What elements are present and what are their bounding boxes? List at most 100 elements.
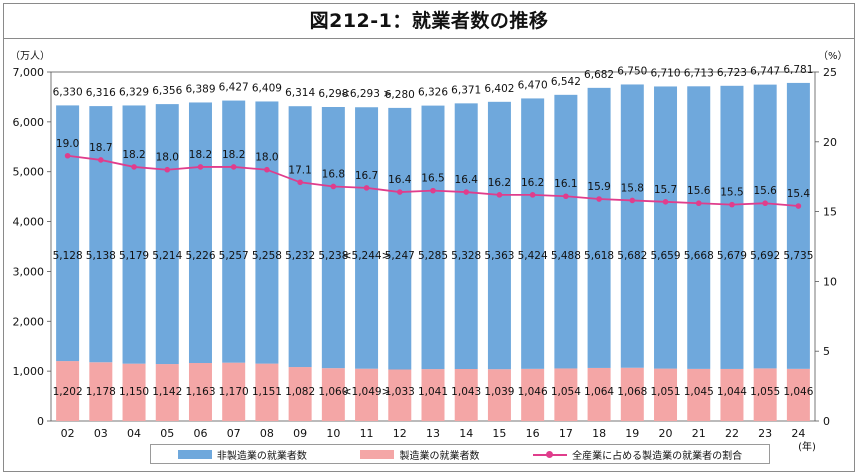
y-left-tick-label: 0 bbox=[37, 415, 44, 428]
bar-manufacturing bbox=[321, 368, 345, 421]
total-label: 6,389 bbox=[185, 83, 215, 95]
bar-non-manufacturing bbox=[620, 84, 644, 368]
x-tick-label: 05 bbox=[160, 427, 174, 440]
bar-non-manufacturing bbox=[487, 101, 511, 370]
x-tick-label: 10 bbox=[326, 427, 340, 440]
share-label: 15.6 bbox=[753, 185, 777, 197]
legend-item-share: 全産業に占める製造業の就業者の割合 bbox=[533, 447, 742, 462]
x-tick-label: 09 bbox=[293, 427, 307, 440]
share-label: 16.4 bbox=[455, 174, 479, 186]
share-label: 15.6 bbox=[687, 185, 711, 197]
x-tick-label: 15 bbox=[492, 427, 506, 440]
share-label: 15.5 bbox=[720, 187, 743, 199]
share-point bbox=[463, 189, 470, 195]
total-label: 6,298 bbox=[318, 88, 348, 100]
y-left-tick-label: 7,000 bbox=[13, 66, 45, 79]
y-right-tick-label: 15 bbox=[823, 206, 837, 219]
share-point bbox=[264, 166, 270, 173]
bar-manufacturing bbox=[654, 368, 678, 421]
total-label: 6,326 bbox=[418, 87, 448, 99]
share-point bbox=[629, 197, 636, 204]
manufacturing-label: 1,064 bbox=[584, 386, 614, 398]
legend-swatch-non-manufacturing bbox=[177, 449, 212, 459]
manufacturing-label: 1,046 bbox=[518, 386, 548, 398]
share-label: 15.8 bbox=[621, 182, 644, 194]
share-label: 18.7 bbox=[89, 142, 112, 154]
manufacturing-label: 1,051 bbox=[650, 386, 680, 398]
total-label: 6,750 bbox=[617, 65, 647, 77]
y-right-tick-label: 20 bbox=[823, 136, 837, 149]
share-point bbox=[762, 200, 768, 207]
manufacturing-label: 1,033 bbox=[385, 386, 415, 398]
bar-manufacturing bbox=[587, 367, 611, 421]
bar-manufacturing bbox=[288, 367, 312, 421]
non-manufacturing-label: 5,488 bbox=[551, 250, 581, 262]
x-tick-label: 17 bbox=[559, 427, 573, 440]
non-manufacturing-label: 5,682 bbox=[617, 250, 647, 262]
bar-non-manufacturing bbox=[753, 84, 777, 369]
share-point bbox=[363, 185, 370, 191]
non-manufacturing-label: <5,244> bbox=[343, 250, 391, 262]
total-label: 6,710 bbox=[650, 67, 680, 79]
title-bar: 図212-1：就業者数の推移 bbox=[4, 4, 854, 39]
manufacturing-label: 1,142 bbox=[152, 386, 182, 398]
non-manufacturing-label: 5,214 bbox=[152, 250, 182, 262]
manufacturing-label: 1,039 bbox=[484, 386, 514, 398]
non-manufacturing-label: 5,618 bbox=[584, 250, 614, 262]
bar-non-manufacturing bbox=[56, 105, 80, 362]
non-manufacturing-label: 5,258 bbox=[252, 250, 282, 262]
total-label: 6,316 bbox=[86, 87, 116, 99]
total-label: 6,542 bbox=[551, 76, 581, 88]
chart-title: 図212-1：就業者数の推移 bbox=[309, 10, 549, 32]
bar-non-manufacturing bbox=[454, 103, 478, 369]
share-point bbox=[164, 166, 171, 173]
bar-non-manufacturing bbox=[521, 98, 545, 369]
bar-non-manufacturing bbox=[288, 106, 312, 368]
share-point bbox=[396, 189, 403, 195]
x-tick-label: 11 bbox=[360, 427, 374, 440]
bar-manufacturing bbox=[421, 369, 445, 421]
share-point bbox=[596, 196, 602, 202]
bar-non-manufacturing bbox=[388, 107, 412, 370]
y-left-tick-label: 1,000 bbox=[13, 365, 45, 378]
share-point bbox=[64, 152, 71, 159]
manufacturing-label: 1,043 bbox=[451, 386, 481, 398]
bar-manufacturing bbox=[454, 368, 478, 421]
share-point bbox=[662, 199, 669, 205]
bar-non-manufacturing bbox=[355, 107, 379, 369]
x-tick-label: 20 bbox=[659, 427, 673, 440]
manufacturing-label: <1,049> bbox=[343, 386, 391, 398]
x-tick-label: 12 bbox=[393, 427, 407, 440]
bar-manufacturing bbox=[355, 368, 379, 421]
bar-manufacturing bbox=[521, 368, 545, 421]
total-label: 6,713 bbox=[684, 67, 714, 79]
non-manufacturing-label: 5,363 bbox=[484, 250, 514, 262]
legend-swatch-share bbox=[533, 450, 568, 459]
non-manufacturing-label: 5,679 bbox=[717, 250, 747, 262]
non-manufacturing-label: 5,424 bbox=[518, 250, 548, 262]
manufacturing-label: 1,202 bbox=[53, 386, 83, 398]
total-label: 6,470 bbox=[518, 79, 548, 91]
share-label: 15.9 bbox=[587, 181, 610, 193]
x-tick-label: 04 bbox=[127, 427, 141, 440]
bar-manufacturing bbox=[786, 368, 810, 421]
non-manufacturing-label: 5,285 bbox=[418, 250, 448, 262]
legend-label-share: 全産業に占める製造業の就業者の割合 bbox=[572, 450, 743, 462]
y-left-unit: （万人） bbox=[10, 50, 50, 62]
bar-manufacturing bbox=[620, 367, 644, 421]
non-manufacturing-label: 5,128 bbox=[53, 250, 83, 262]
x-tick-label: 16 bbox=[526, 427, 540, 440]
total-label: 6,402 bbox=[484, 83, 514, 95]
manufacturing-label: 1,163 bbox=[185, 386, 215, 398]
x-unit: (年) bbox=[798, 440, 816, 453]
non-manufacturing-label: 5,257 bbox=[219, 250, 249, 262]
manufacturing-label: 1,044 bbox=[717, 386, 747, 398]
total-label: <6,293 > bbox=[341, 88, 392, 100]
non-manufacturing-label: 5,179 bbox=[119, 250, 149, 262]
y-right-tick-label: 0 bbox=[823, 415, 830, 428]
share-point bbox=[131, 164, 137, 170]
non-manufacturing-label: 5,238 bbox=[318, 250, 348, 262]
share-point bbox=[795, 203, 802, 209]
share-label: 18.0 bbox=[156, 152, 179, 164]
